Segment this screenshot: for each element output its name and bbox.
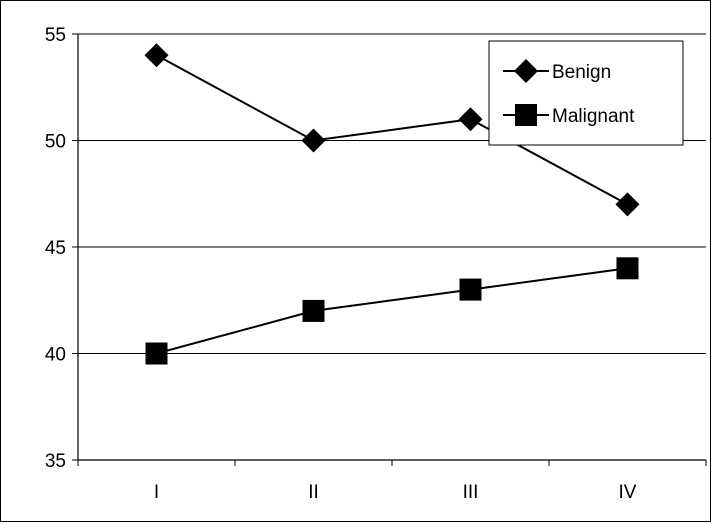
x-tick-label: III [463, 482, 479, 503]
x-tick-label: I [154, 482, 159, 503]
y-tick-label: 45 [45, 238, 66, 259]
benign-line [156, 54, 628, 206]
legend-marker-benign [514, 59, 538, 83]
y-tick-label: 40 [45, 345, 66, 366]
legend-label-malignant: Malignant [552, 106, 635, 127]
x-tick-label: IV [619, 482, 637, 503]
malignant-point [302, 299, 325, 322]
benign-point [144, 43, 169, 68]
x-tick-label: II [308, 482, 319, 503]
benign-point [458, 107, 483, 132]
y-tick-label: 55 [45, 25, 66, 46]
malignant-line [156, 267, 628, 355]
legend-marker-malignant [515, 104, 537, 126]
malignant-point [616, 257, 639, 280]
y-tick-label: 35 [45, 451, 66, 472]
legend-box [488, 40, 684, 146]
grid-lines [78, 33, 706, 354]
malignant-point [145, 342, 168, 365]
legend-label-benign: Benign [552, 62, 611, 83]
y-tick-label: 50 [45, 132, 66, 153]
legend: Benign Malignant [488, 40, 684, 146]
benign-point [615, 192, 640, 217]
benign-point [301, 128, 326, 153]
series [144, 43, 640, 365]
malignant-point [459, 278, 482, 301]
